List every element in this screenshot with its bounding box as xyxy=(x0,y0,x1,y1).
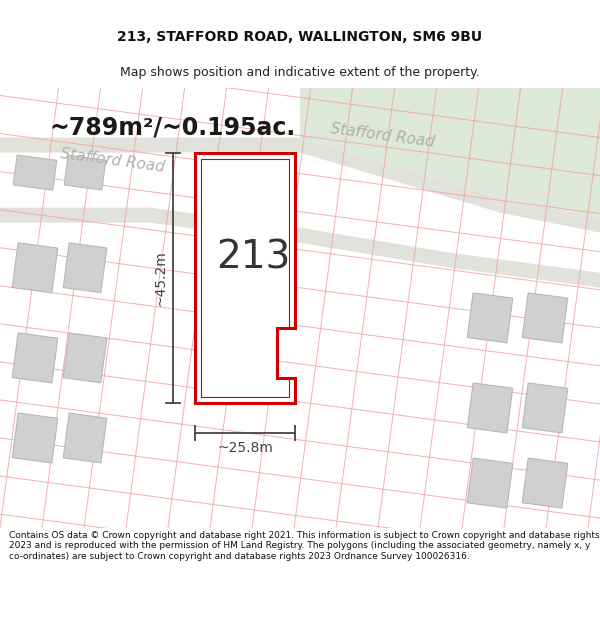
Text: Contains OS data © Crown copyright and database right 2021. This information is : Contains OS data © Crown copyright and d… xyxy=(9,531,599,561)
Polygon shape xyxy=(0,138,600,232)
Text: ~45.2m: ~45.2m xyxy=(154,250,168,306)
Bar xyxy=(12,242,58,292)
Bar xyxy=(522,458,568,508)
Bar xyxy=(12,413,58,463)
Bar xyxy=(522,293,568,343)
Bar xyxy=(467,383,513,433)
Text: Stafford Road: Stafford Road xyxy=(330,121,436,150)
Bar xyxy=(64,155,106,190)
Text: ~25.8m: ~25.8m xyxy=(217,441,273,455)
Bar xyxy=(467,293,513,343)
Bar xyxy=(13,155,57,190)
Bar xyxy=(63,243,107,292)
Text: 213: 213 xyxy=(216,239,290,277)
Bar xyxy=(63,333,107,382)
Bar xyxy=(63,413,107,463)
Polygon shape xyxy=(0,208,600,288)
Bar xyxy=(522,383,568,433)
Text: Map shows position and indicative extent of the property.: Map shows position and indicative extent… xyxy=(120,66,480,79)
Bar xyxy=(467,458,513,508)
Text: 213, STAFFORD ROAD, WALLINGTON, SM6 9BU: 213, STAFFORD ROAD, WALLINGTON, SM6 9BU xyxy=(118,30,482,44)
Text: Stafford Road: Stafford Road xyxy=(60,146,166,175)
Polygon shape xyxy=(300,88,600,218)
Bar xyxy=(12,333,58,383)
Text: ~789m²/~0.195ac.: ~789m²/~0.195ac. xyxy=(50,116,296,139)
Polygon shape xyxy=(195,152,295,403)
